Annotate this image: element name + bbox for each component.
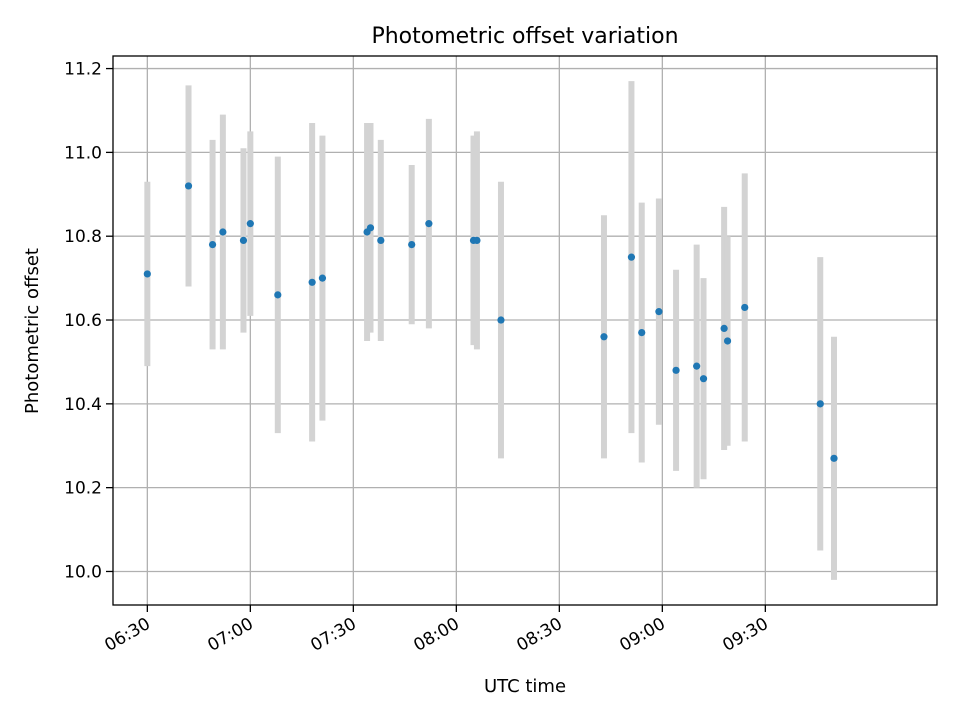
- data-point: [366, 224, 375, 232]
- data-point: [274, 291, 282, 299]
- data-point: [246, 220, 254, 228]
- y-tick-label: 11.0: [64, 143, 102, 163]
- data-point: [741, 303, 749, 312]
- y-tick-label: 10.0: [64, 562, 102, 582]
- data-point: [723, 337, 732, 345]
- data-point: [720, 324, 728, 333]
- y-tick-label: 10.2: [64, 479, 102, 499]
- chart-title: Photometric offset variation: [371, 24, 678, 49]
- data-point: [816, 400, 824, 408]
- x-axis-label: UTC time: [484, 676, 566, 697]
- data-points: [143, 182, 838, 462]
- data-point: [425, 220, 433, 228]
- y-tick-label: 10.8: [64, 227, 102, 247]
- data-point: [693, 362, 701, 370]
- data-point: [143, 270, 151, 278]
- data-point: [219, 228, 227, 236]
- data-point: [239, 236, 248, 244]
- data-point: [408, 240, 416, 249]
- y-axis-label: Photometric offset: [22, 248, 43, 414]
- y-tick-label: 10.4: [64, 395, 102, 415]
- data-point: [497, 316, 505, 324]
- data-point: [600, 333, 608, 341]
- data-point: [208, 240, 217, 249]
- data-point: [830, 454, 838, 462]
- data-point: [699, 375, 708, 383]
- y-tick-label: 11.2: [64, 60, 102, 80]
- data-point: [638, 328, 646, 337]
- data-point: [318, 274, 327, 282]
- data-point: [655, 308, 663, 316]
- data-point: [377, 236, 385, 244]
- plot-frame: [112, 55, 938, 606]
- data-point: [473, 236, 481, 244]
- data-point: [672, 366, 680, 374]
- y-axis: 10.0 10.2 10.4 10.6 10.8 11.0 11.2: [64, 60, 113, 582]
- data-point: [184, 182, 193, 190]
- data-point: [627, 253, 636, 261]
- data-point: [308, 278, 316, 286]
- y-tick-label: 10.6: [64, 311, 102, 331]
